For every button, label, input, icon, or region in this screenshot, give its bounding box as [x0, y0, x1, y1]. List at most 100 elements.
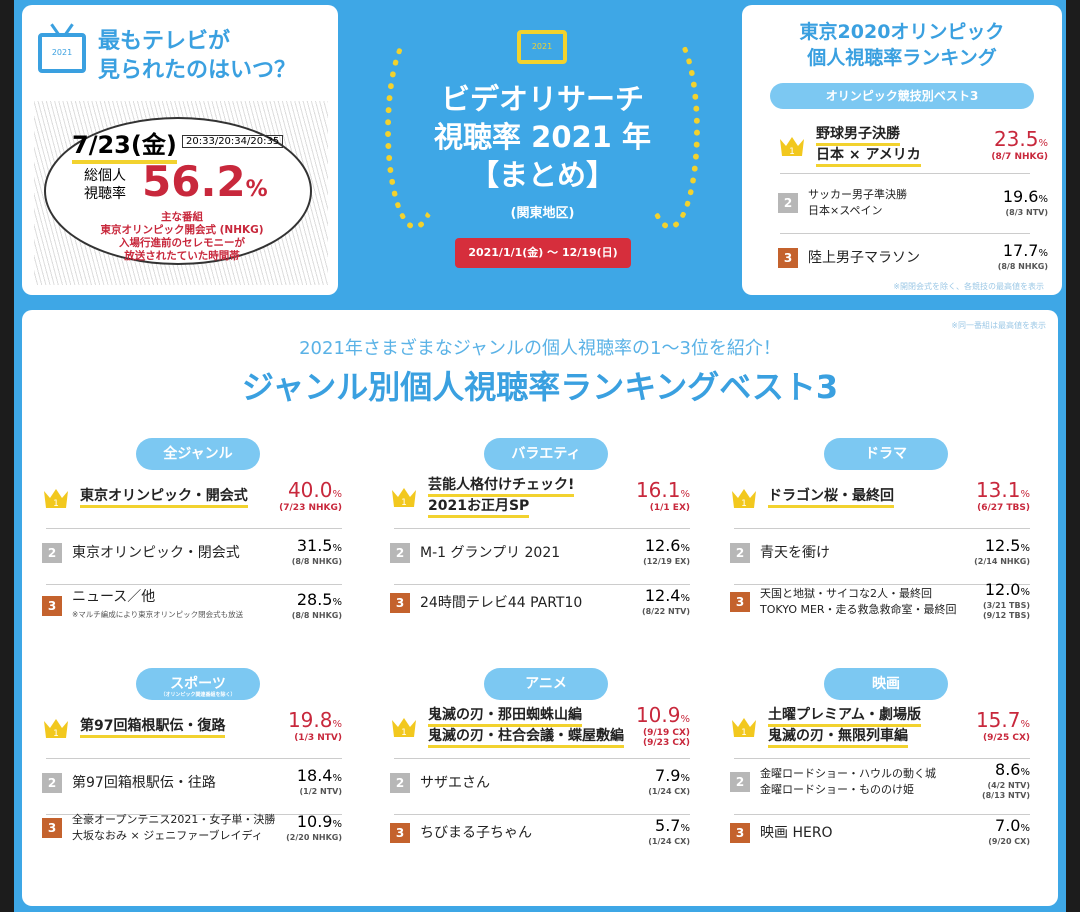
divider: [780, 173, 1030, 174]
rating-unit: %: [680, 593, 690, 604]
rating: 12.4% (8/22 NTV): [642, 588, 690, 617]
rating-number: 16.1: [635, 477, 681, 502]
rating-value: 40.0%: [279, 480, 342, 503]
rating-number: 19.6: [1002, 186, 1039, 206]
genre-pill: アニメ: [484, 668, 608, 700]
rating-value: 56.2: [142, 157, 246, 206]
rating: 7.0% (9/20 CX): [988, 818, 1030, 847]
rating-number: 12.0: [984, 580, 1021, 599]
rank-badge: 2: [778, 193, 798, 213]
rating-value: 10.9%: [286, 813, 342, 833]
speech-bubble: [44, 117, 312, 265]
rating: 28.5% (8/8 NHKG): [292, 591, 342, 621]
rating-value: 8.6%: [982, 762, 1030, 781]
rating-unit: %: [1020, 823, 1030, 834]
rating-value: 16.1%: [636, 480, 690, 503]
question-line: 見られたのはいつ？: [98, 58, 297, 83]
program-name-line: 天国と地獄・サイコな2人・最終回: [760, 586, 932, 600]
program-name-line: 日本×スペイン: [808, 204, 883, 217]
divider: [46, 584, 342, 585]
rating-unit: %: [332, 818, 342, 830]
program-name: ドラゴン桜・最終回: [768, 487, 976, 508]
rating-value: 23.5%: [991, 129, 1048, 152]
broadcast-detail: (1/24 CX): [648, 837, 690, 846]
olympics-pill: オリンピック競技別ベスト3: [770, 83, 1034, 109]
peak-times: 20:33/20:34/20:35: [182, 135, 284, 148]
region: (関東地区): [510, 206, 575, 221]
crown-icon: 1: [42, 717, 70, 739]
broadcast-detail: (1/2 NTV): [299, 787, 343, 796]
divider: [46, 814, 342, 815]
rating-number: 31.5: [296, 536, 333, 555]
genre-pill: 全ジャンル: [136, 438, 260, 470]
program-name: 鬼滅の刃・那田蜘蛛山編 鬼滅の刃・柱合会議・蝶屋敷編: [428, 706, 636, 748]
genre-label: スポーツ: [170, 676, 226, 692]
rating-number: 7.9: [655, 766, 681, 785]
rating: 12.0% (3/21 TBS) (9/12 TBS): [983, 582, 1030, 621]
program-name: サザエさん: [420, 774, 648, 792]
ranking-row: 3 ちびまる子ちゃん 5.7% (1/24 CX): [390, 818, 690, 847]
rating-number: 7.0: [995, 816, 1021, 835]
peak-viewing-card: 2021 最もテレビが 見られたのはいつ？ 7/23(金) 20:33/20:34…: [22, 5, 338, 295]
program-name-line: 野球男子決勝: [816, 126, 900, 146]
genre-pill: ドラマ: [824, 438, 948, 470]
rating-value: 17.7%: [998, 243, 1048, 262]
divider: [46, 758, 342, 759]
rating-unit: %: [1020, 489, 1030, 500]
program-name-line: ちびまる子ちゃん: [420, 824, 532, 841]
rating-unit: %: [1038, 248, 1048, 259]
rating-value: 19.8%: [288, 710, 342, 733]
ranking-row: 2 東京オリンピック・閉会式 31.5% (8/8 NHKG): [42, 538, 342, 567]
broadcast-detail: (8/22 NTV): [641, 607, 690, 616]
rank-badge: 2: [390, 772, 410, 793]
rating-unit: %: [680, 488, 690, 500]
svg-text:1: 1: [401, 498, 407, 508]
divider: [394, 814, 690, 815]
rating-number: 12.6: [644, 536, 681, 555]
program-name-line: ニュース／他: [72, 589, 156, 605]
page-title: ビデオリサーチ 視聴率 2021 年【まとめ】: [345, 80, 740, 194]
olympics-title: 東京2020オリンピック 個人視聴率ランキング: [742, 19, 1062, 71]
note-line: 放送されたていた時間帯: [124, 250, 240, 262]
rank-badge: 2: [42, 542, 62, 563]
olympics-footnote: ※開閉会式を除く、各競技の最高値を表示: [893, 282, 1044, 291]
rating-unit: %: [332, 543, 342, 554]
crown-icon: 1: [730, 487, 758, 509]
rating: 10.9% (9/19 CX) (9/23 CX): [636, 705, 690, 748]
program-name: 青天を衝け: [760, 544, 974, 562]
olympics-card: 東京2020オリンピック 個人視聴率ランキング オリンピック競技別ベスト3 1 野球…: [742, 5, 1062, 295]
program-name: 第97回箱根駅伝・復路: [80, 717, 288, 738]
laurel-right-icon: [640, 30, 700, 230]
broadcast-detail: (8/8 NHKG): [997, 262, 1048, 271]
rating-number: 15.7: [975, 707, 1021, 732]
program-note: ※マルチ編成により東京オリンピック閉会式も放送: [72, 610, 244, 619]
program-name-line: 全豪オープンテニス2021・女子単・決勝: [72, 813, 276, 826]
genre-ranking-card: ※同一番組は最高値を表示 2021年さまざまなジャンルの個人視聴率の1〜3位を紹…: [22, 310, 1058, 906]
svg-text:1: 1: [741, 728, 747, 738]
broadcast-detail: (8/7 NHKG): [991, 151, 1048, 162]
program-name-line: 鬼滅の刃・柱合会議・蝶屋敷編: [428, 728, 624, 748]
rating-number: 17.7: [1002, 241, 1039, 260]
rating-value: 28.5%: [292, 591, 342, 611]
program-name: 野球男子決勝 日本 × アメリカ: [816, 125, 991, 167]
program-name: サッカー男子準決勝 日本×スペイン: [808, 187, 1003, 219]
rating-unit: %: [332, 489, 342, 500]
broadcast-detail: (7/23 NHKG): [279, 503, 342, 513]
program-name: 全豪オープンテニス2021・女子単・決勝 大坂なおみ × ジェニファーブレイディ: [72, 812, 286, 844]
program-name-line: 金曜ロードショー・もののけ姫: [760, 782, 914, 796]
program-name: 映画 HERO: [760, 824, 988, 842]
main-title: ジャンル別個人視聴率ランキングベスト3: [241, 368, 839, 406]
ranking-row: 3 24時間テレビ44 PART10 12.4% (8/22 NTV): [390, 588, 690, 617]
rating-unit: %: [332, 773, 342, 784]
divider: [46, 528, 342, 529]
rating-unit: %: [680, 713, 690, 725]
genre-label: 全ジャンル: [163, 446, 233, 462]
divider: [734, 758, 1030, 759]
rating-unit: %: [680, 543, 690, 554]
period-ribbon: 2021/1/1(金) 〜 12/19(日): [455, 238, 631, 268]
genre-label: アニメ: [525, 676, 567, 692]
program-name-line: 大坂なおみ × ジェニファーブレイディ: [72, 829, 263, 842]
program-name: 東京オリンピック・閉会式: [72, 544, 292, 562]
rating-value: 7.9%: [648, 768, 690, 787]
rating: 17.7% (8/8 NHKG): [998, 243, 1048, 272]
